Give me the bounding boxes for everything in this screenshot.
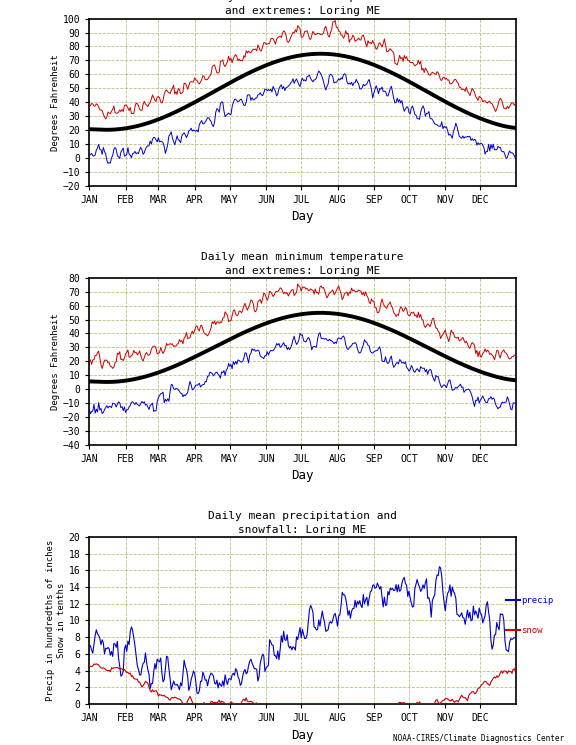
Text: NOAA-CIRES/Climate Diagnostics Center: NOAA-CIRES/Climate Diagnostics Center <box>393 735 564 744</box>
X-axis label: Day: Day <box>291 729 314 741</box>
X-axis label: Day: Day <box>291 210 314 224</box>
Y-axis label: Degrees Fahrenheit: Degrees Fahrenheit <box>51 54 60 150</box>
Text: snow: snow <box>521 626 543 635</box>
Y-axis label: Precip in hundredths of inches
Snow in tenths: Precip in hundredths of inches Snow in t… <box>46 540 66 701</box>
Title: Daily mean precipitation and
snowfall: Loring ME: Daily mean precipitation and snowfall: L… <box>208 510 397 535</box>
X-axis label: Day: Day <box>291 469 314 483</box>
Text: precip: precip <box>521 596 554 605</box>
Title: Daily mean maximum temperature
and extremes: Loring ME: Daily mean maximum temperature and extre… <box>201 0 404 16</box>
Title: Daily mean minimum temperature
and extremes: Loring ME: Daily mean minimum temperature and extre… <box>201 252 404 276</box>
Y-axis label: Degrees Fahrenheit: Degrees Fahrenheit <box>51 313 60 410</box>
